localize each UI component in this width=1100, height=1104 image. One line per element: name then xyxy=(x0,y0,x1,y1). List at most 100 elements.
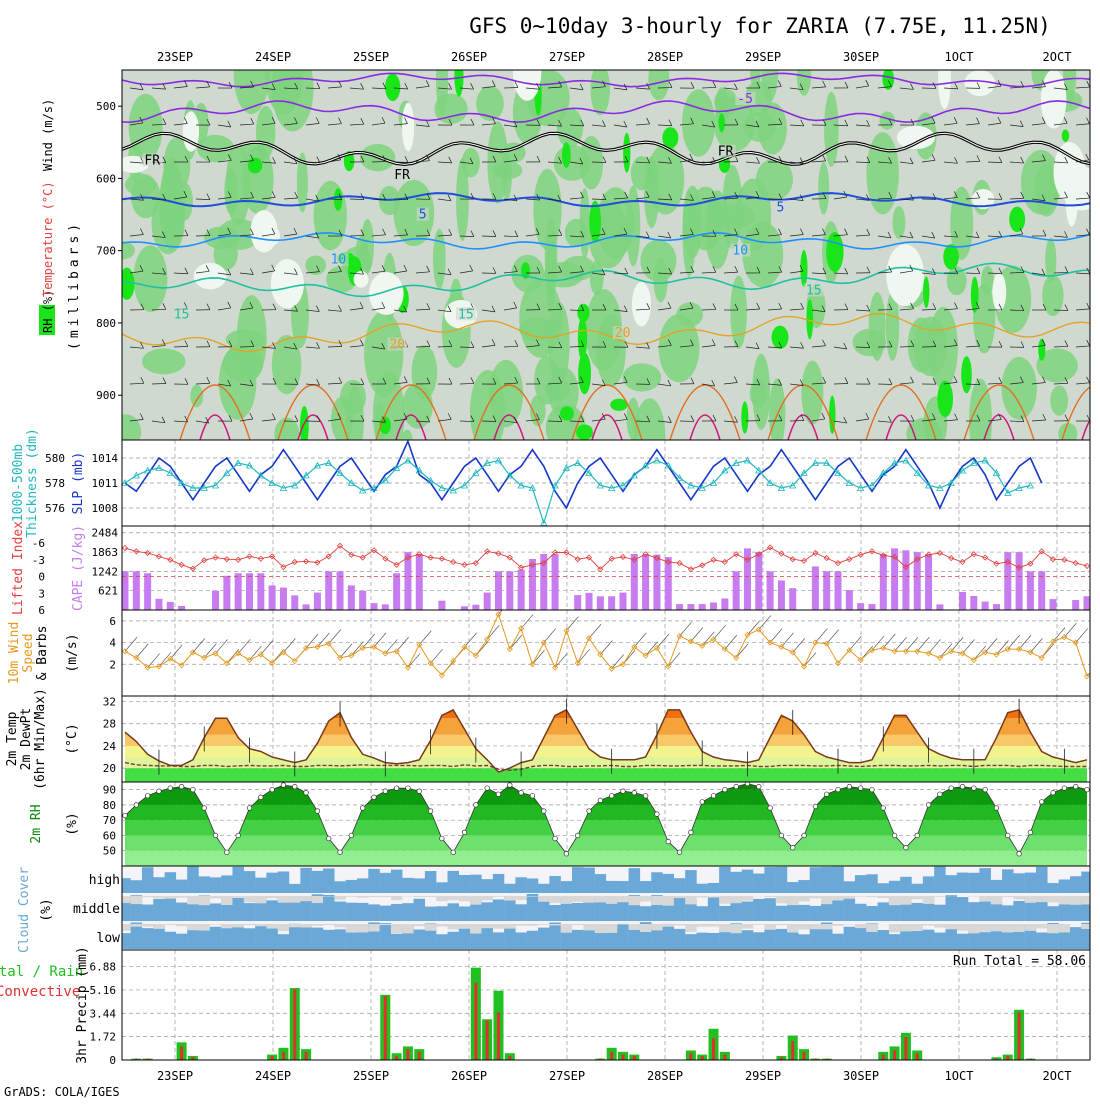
cloud-cell xyxy=(448,903,460,921)
wind-barb-10m xyxy=(431,649,443,663)
cloud-cell xyxy=(742,902,754,921)
cloud-cell xyxy=(459,906,471,921)
cloud-cell xyxy=(346,903,358,921)
wind-barb-10m xyxy=(680,622,692,636)
rh-shade xyxy=(824,92,839,167)
cloud-cell xyxy=(278,934,290,949)
cape-bar xyxy=(1027,571,1034,610)
cloud-gap xyxy=(866,896,878,897)
cloud-gap xyxy=(776,924,788,925)
cloud-cell xyxy=(855,875,867,893)
cloud-cell xyxy=(436,882,448,893)
precip-conv-bar xyxy=(712,1038,715,1060)
rh-saturated xyxy=(741,401,748,433)
cape-bar xyxy=(133,571,140,610)
panel-label-line: 2m DewPt xyxy=(19,708,34,771)
cloud-gap xyxy=(832,924,844,926)
rh-saturated xyxy=(576,424,593,440)
cloud-cell xyxy=(334,929,346,949)
cloud-cell xyxy=(357,878,369,893)
cloud-gap xyxy=(493,924,505,929)
cloud-gap xyxy=(663,924,675,927)
cape-tick: 1863 xyxy=(92,546,119,559)
cloud-gap xyxy=(991,924,1003,931)
cloud-cell xyxy=(142,928,154,949)
cloud-cell xyxy=(504,884,515,893)
temp-axis-label: (°C) xyxy=(65,723,80,754)
cloud-cell xyxy=(753,932,765,949)
cloud-gap xyxy=(278,896,290,903)
cape-bar xyxy=(1038,571,1045,610)
temp-units: (°C) xyxy=(65,723,80,754)
cloud-cell xyxy=(697,933,709,949)
cloud-gap xyxy=(414,924,426,926)
cloud-cell xyxy=(153,877,165,893)
cloud-gap xyxy=(945,924,957,929)
cloud-cell xyxy=(1002,905,1014,921)
cloud-cell xyxy=(821,902,833,921)
rh-point xyxy=(847,784,852,789)
cloud-cell xyxy=(323,868,335,893)
cloud-cell xyxy=(470,932,482,949)
cape-tick: 2484 xyxy=(92,527,119,540)
temp-tick: 28 xyxy=(103,718,116,731)
cloud-cell xyxy=(1013,873,1024,893)
temp-tick: 32 xyxy=(103,696,116,709)
cloud-gap xyxy=(357,924,369,932)
panel-label-line: Thickness (dm) xyxy=(25,428,40,538)
rh-point xyxy=(440,836,445,841)
precip-tick: 3.44 xyxy=(90,1007,117,1020)
cloud-gap xyxy=(889,924,901,932)
precip-conv-bar xyxy=(384,996,387,1060)
rh-point xyxy=(530,793,535,798)
rh-point xyxy=(756,784,761,789)
slp-line xyxy=(125,441,1042,508)
wind-barb-10m xyxy=(465,633,477,647)
cape-bar xyxy=(495,571,502,610)
cape-bar xyxy=(993,604,1000,610)
rh-point xyxy=(145,793,150,798)
cloud-gap xyxy=(436,896,448,901)
cloud-cell xyxy=(165,872,177,893)
temp-band xyxy=(122,657,1090,718)
cloud-cell xyxy=(844,881,856,893)
rh-saturated xyxy=(385,73,400,101)
rh-bands xyxy=(122,774,1090,866)
cloud-cell xyxy=(832,867,844,893)
cloud-cell xyxy=(844,898,856,921)
precip-conv-bar xyxy=(803,1052,806,1060)
chart-title: GFS 0~10day 3-hourly for ZARIA (7.75E, 1… xyxy=(469,14,1051,38)
rh-point xyxy=(406,786,411,791)
rh-shade xyxy=(476,86,504,121)
rh-point xyxy=(315,809,320,814)
cloud-gap xyxy=(787,924,799,933)
slp-tick: 1011 xyxy=(92,477,119,490)
cloud-cell xyxy=(900,877,912,893)
cape-bar xyxy=(370,603,377,610)
cloud-cell xyxy=(436,906,448,921)
cloud-cell xyxy=(515,877,527,893)
cloud-cell xyxy=(481,879,493,893)
rh-point xyxy=(632,790,637,795)
cloud-cell xyxy=(165,897,177,921)
rh-point xyxy=(655,812,660,817)
contour-label: 15 xyxy=(806,283,822,298)
cloud-gap xyxy=(787,896,799,905)
cloud-cell xyxy=(187,867,199,893)
cloud-cell xyxy=(391,904,403,921)
cloud-gap xyxy=(889,896,901,905)
panel-label-line: 2m Temp xyxy=(5,711,20,766)
cloud-gap xyxy=(561,896,573,904)
cloud-gap xyxy=(810,896,822,898)
cloud-cell xyxy=(957,873,969,893)
credit-label: GrADS: COLA/IGES xyxy=(4,1085,120,1099)
rh-saturated xyxy=(562,142,571,168)
temp-band xyxy=(122,718,1090,735)
cloud-cell xyxy=(278,871,290,893)
rh-shade xyxy=(533,169,561,250)
cloud-gap xyxy=(606,896,618,904)
rh-point xyxy=(609,793,614,798)
cloud-cell xyxy=(232,898,244,921)
rh-saturated xyxy=(560,406,574,420)
precip-conv-bar xyxy=(689,1053,692,1060)
